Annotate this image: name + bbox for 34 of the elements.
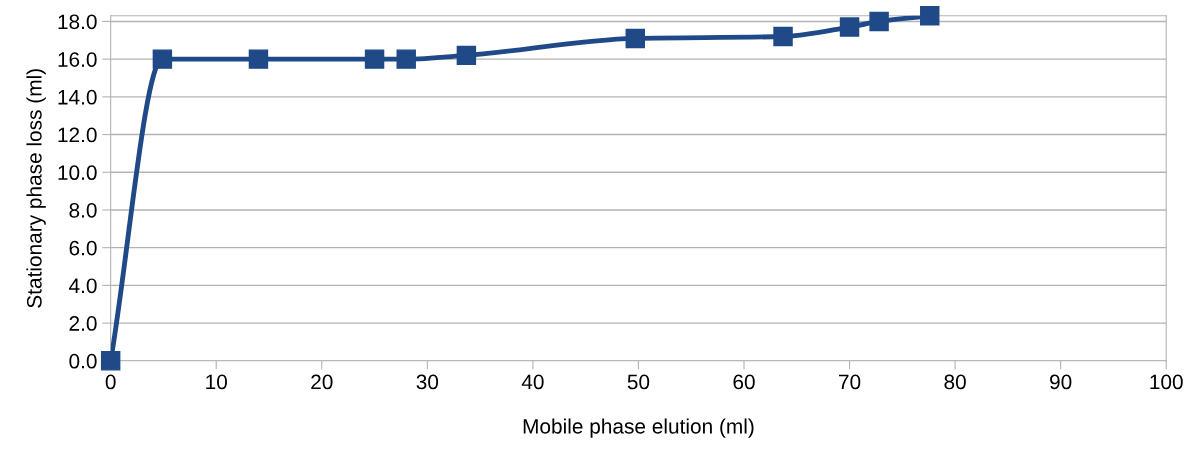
y-tick-label: 18.0	[58, 14, 97, 30]
point	[773, 26, 793, 47]
y-tick-label: 16.0	[58, 52, 97, 67]
x-tick-label: 100	[1150, 374, 1183, 390]
y-tick-label: 4.0	[69, 278, 97, 294]
x-axis-title: Mobile phase elution (ml)	[523, 418, 754, 438]
point	[869, 11, 889, 32]
y-tick-label: 12.0	[58, 127, 97, 143]
y-tick-label: 8.0	[69, 202, 97, 218]
point	[625, 28, 645, 49]
x-tick-label: 0	[105, 374, 116, 390]
x-tick-label: 30	[416, 374, 439, 390]
x-tick-label: 50	[627, 374, 650, 390]
x-tick-label: 60	[733, 374, 755, 390]
x-tick-label: 80	[944, 374, 966, 390]
point	[100, 351, 121, 371]
x-tick-label: 10	[206, 374, 227, 390]
y-tick-label: 10.0	[58, 165, 97, 181]
x-tick-label: 40	[521, 374, 544, 390]
y-axis-title: Stationary phase loss (ml)	[26, 69, 46, 308]
point	[152, 49, 173, 69]
x-tick-label: 70	[839, 374, 861, 390]
point	[456, 45, 477, 66]
point	[248, 49, 269, 69]
point	[839, 17, 860, 37]
point	[920, 6, 940, 26]
x-tick-label: 20	[311, 374, 333, 390]
x-tick-label: 90	[1050, 374, 1072, 390]
y-tick-label: 0.0	[69, 353, 97, 369]
y-tick-label: 14.0	[58, 89, 97, 105]
y-tick-label: 6.0	[69, 240, 97, 256]
y-tick-label: 2.0	[69, 316, 97, 331]
point	[396, 49, 416, 69]
point	[364, 49, 385, 69]
